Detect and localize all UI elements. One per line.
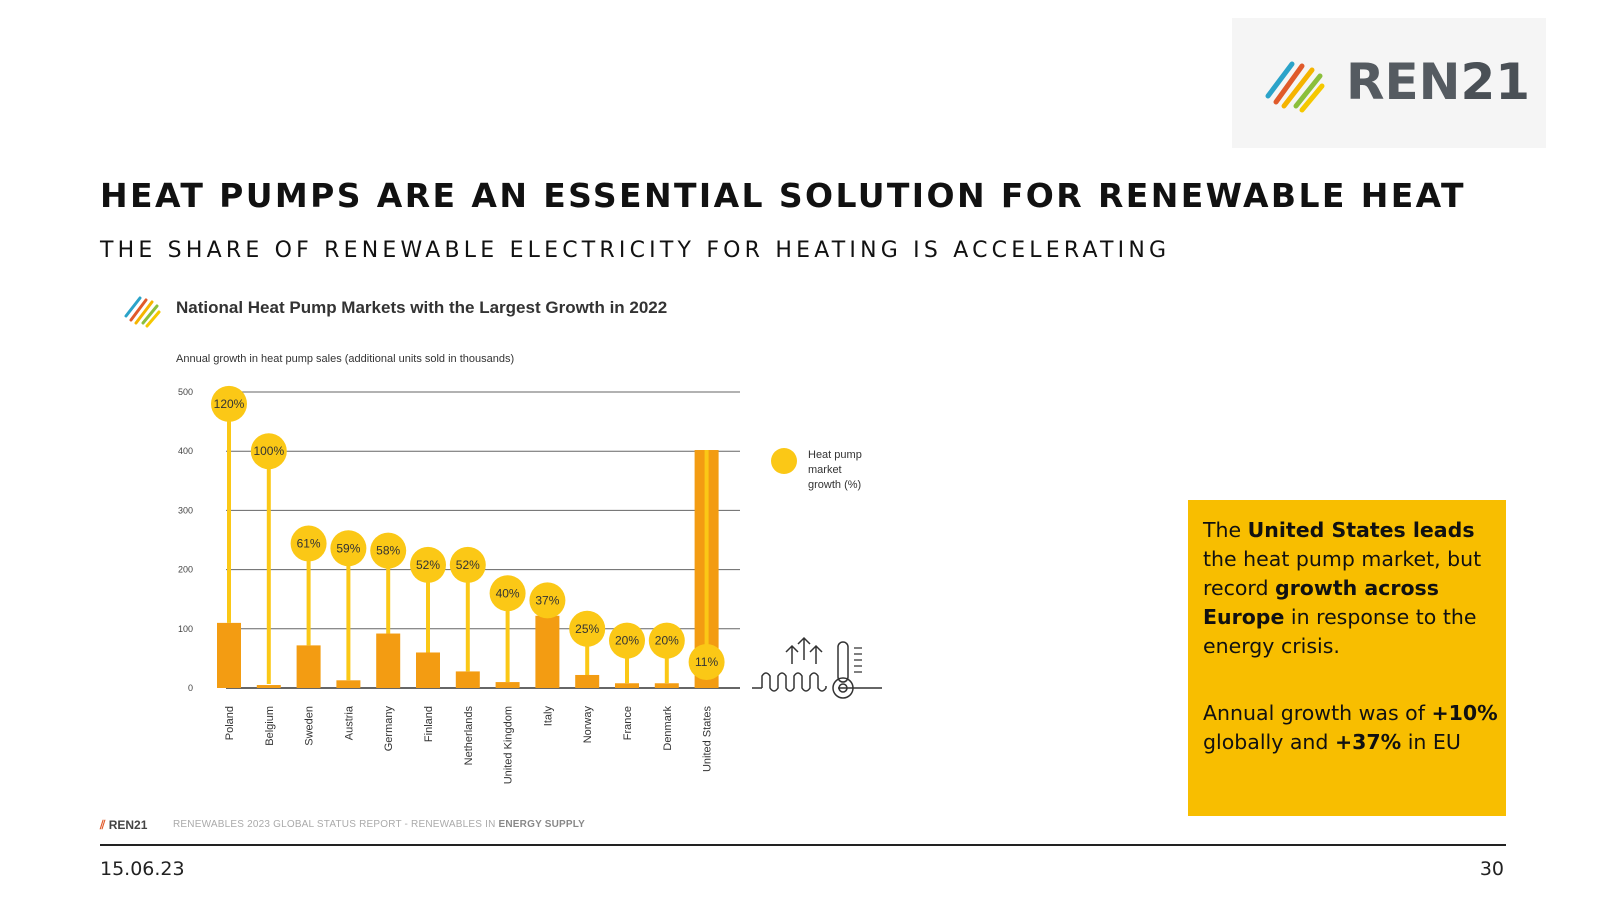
growth-bubble bbox=[569, 610, 606, 647]
growth-label: 37% bbox=[535, 593, 559, 607]
x-tick-label: Italy bbox=[542, 706, 554, 727]
ren21-logo-text: REN21 bbox=[1346, 53, 1531, 111]
logo-panel bbox=[1232, 18, 1546, 148]
y-tick-label: 500 bbox=[178, 387, 193, 397]
bar bbox=[296, 645, 321, 688]
bar bbox=[376, 633, 401, 688]
growth-label: 52% bbox=[416, 558, 440, 572]
growth-bubble bbox=[410, 546, 446, 583]
y-tick-label: 400 bbox=[178, 446, 193, 456]
heat-pump-illustration bbox=[752, 636, 882, 699]
info-paragraph-1: The United States leads the heat pump ma… bbox=[1203, 516, 1503, 661]
x-tick-label: Belgium bbox=[264, 706, 276, 746]
x-tick-label: France bbox=[622, 706, 634, 740]
growth-label: 11% bbox=[695, 655, 718, 669]
y-tick-label: 200 bbox=[178, 565, 193, 575]
x-tick-label: Finland bbox=[423, 706, 435, 742]
growth-bubble bbox=[250, 433, 287, 470]
x-tick-label: United States bbox=[702, 706, 714, 773]
info-text-run: +10% bbox=[1431, 701, 1498, 725]
info-text-run: globally and bbox=[1203, 730, 1335, 754]
slide-title: HEAT PUMPS ARE AN ESSENTIAL SOLUTION FOR… bbox=[100, 176, 1466, 215]
slide-subtitle: THE SHARE OF RENEWABLE ELECTRICITY FOR H… bbox=[100, 238, 1171, 263]
slide-date: 15.06.23 bbox=[100, 858, 185, 880]
x-tick-label: Norway bbox=[582, 706, 594, 744]
bar bbox=[256, 685, 281, 688]
growth-label: 25% bbox=[575, 622, 599, 636]
x-tick-label: Sweden bbox=[304, 706, 316, 746]
info-text-run: in response to the energy crisis. bbox=[1203, 605, 1477, 658]
info-callout bbox=[1188, 500, 1506, 816]
footer-source: RENEWABLES 2023 GLOBAL STATUS REPORT - R… bbox=[173, 819, 586, 830]
x-tick-label: Germany bbox=[383, 706, 395, 752]
growth-label: 58% bbox=[376, 544, 400, 558]
growth-label: 20% bbox=[615, 634, 639, 648]
bar bbox=[217, 622, 241, 688]
growth-bubble bbox=[290, 525, 327, 562]
x-tick-label: United Kingdom bbox=[503, 706, 515, 784]
bar bbox=[535, 615, 560, 688]
ren21-logo-icon bbox=[1265, 61, 1325, 113]
legend-label: market bbox=[808, 464, 842, 476]
growth-label: 100% bbox=[253, 444, 284, 458]
growth-bubble bbox=[330, 530, 367, 567]
chart-header-icon bbox=[124, 296, 161, 328]
chart-y-label: Annual growth in heat pump sales (additi… bbox=[176, 353, 515, 365]
info-text-run: growth across Europe bbox=[1203, 576, 1439, 629]
growth-bubble bbox=[370, 532, 407, 569]
bar bbox=[615, 683, 639, 688]
growth-label: 52% bbox=[456, 558, 480, 572]
growth-bubble bbox=[648, 622, 685, 659]
bar-chart: 0 100 200 300 400 500 120% 100% 61% 59% 58% 52% 52%… bbox=[178, 385, 882, 784]
x-tick-label: Denmark bbox=[662, 706, 674, 751]
x-tick-label: Poland bbox=[224, 706, 236, 740]
page-number: 30 bbox=[1479, 858, 1504, 880]
info-text-run: Annual growth was of bbox=[1203, 701, 1432, 725]
legend-label: growth (%) bbox=[808, 479, 861, 491]
bar bbox=[575, 674, 600, 688]
bar bbox=[336, 680, 361, 688]
legend-marker bbox=[771, 448, 797, 474]
growth-label: 20% bbox=[655, 634, 679, 648]
x-tick-label: Netherlands bbox=[463, 706, 475, 766]
bar bbox=[416, 652, 440, 688]
growth-bubble bbox=[529, 582, 566, 619]
growth-bubble bbox=[609, 622, 645, 659]
y-tick-label: 100 bbox=[178, 624, 193, 634]
growth-bubble bbox=[688, 643, 725, 680]
info-text-run: in EU bbox=[1401, 730, 1461, 754]
footer-logo: ⫽ REN21 bbox=[100, 818, 148, 832]
bar bbox=[455, 671, 480, 688]
info-text-run: the heat pump market, but record bbox=[1203, 547, 1482, 600]
growth-label: 61% bbox=[297, 537, 321, 551]
growth-bubble bbox=[211, 385, 247, 422]
footer-rule bbox=[100, 844, 1506, 846]
info-paragraph-2: Annual growth was of +10% globally and +… bbox=[1203, 699, 1503, 757]
y-tick-label: 300 bbox=[178, 505, 193, 515]
growth-label: 59% bbox=[336, 541, 360, 555]
growth-bubble bbox=[449, 546, 486, 583]
bar bbox=[654, 683, 679, 688]
growth-label: 120% bbox=[214, 397, 245, 411]
bar bbox=[495, 682, 520, 688]
y-tick-label: 0 bbox=[188, 683, 193, 693]
x-tick-label: Austria bbox=[343, 705, 355, 740]
info-text-run: United States leads bbox=[1247, 518, 1475, 542]
growth-bubble bbox=[489, 575, 526, 612]
legend-label: Heat pump bbox=[808, 449, 862, 461]
growth-label: 40% bbox=[496, 586, 520, 600]
info-text-run: The bbox=[1203, 518, 1248, 542]
info-text-run: +37% bbox=[1334, 730, 1402, 754]
chart-title: National Heat Pump Markets with the Larg… bbox=[176, 298, 668, 317]
